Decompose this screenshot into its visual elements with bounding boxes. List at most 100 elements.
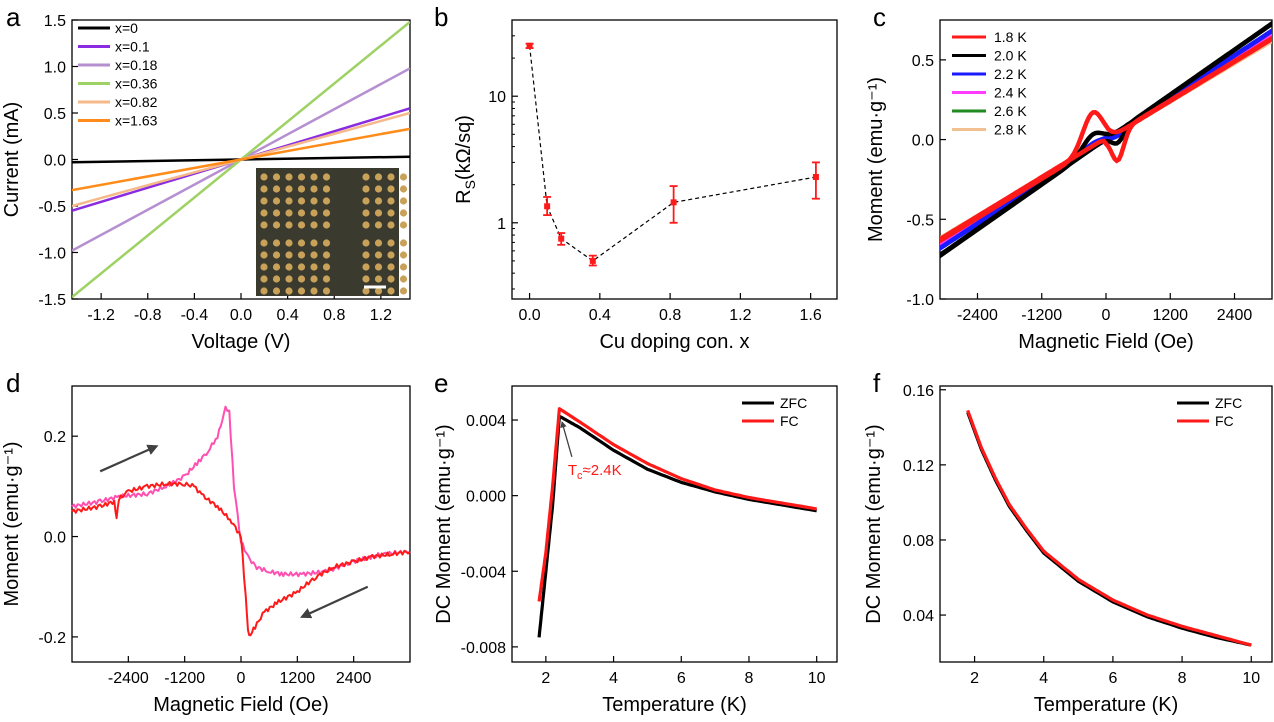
inset-pad: [310, 239, 318, 247]
y-tick-label: 0.5: [912, 53, 934, 70]
inset-pad: [285, 173, 293, 181]
legend-label: 2.6 K: [994, 103, 1027, 119]
y-tick-label: 0.2: [44, 429, 66, 446]
inset-pad: [260, 239, 268, 247]
inset-pad: [260, 209, 268, 217]
inset-pad: [362, 197, 370, 205]
y-label-rest: (kΩ/sq): [453, 115, 475, 180]
sweep-arrow: [300, 585, 369, 619]
inset-pad: [260, 173, 268, 181]
inset-pad: [374, 221, 383, 229]
x-tick-label: 0.4: [276, 307, 298, 324]
sweep-arrow: [99, 444, 159, 473]
inset-pad: [297, 287, 306, 295]
x-tick-label: -2400: [957, 307, 998, 324]
inset-pad: [285, 185, 293, 193]
x-tick-label: 4: [609, 670, 618, 687]
y-tick-label: 1: [497, 216, 506, 233]
panel-label-e: e: [434, 368, 448, 398]
inset-pad: [399, 185, 408, 193]
inset-pad: [399, 251, 408, 259]
tc-rest: ≈2.4K: [583, 462, 622, 479]
curve-sweep-down: [940, 35, 1272, 242]
moment-curve-FC: [537, 407, 817, 602]
hysteresis-curve: [71, 405, 411, 578]
inset-pad: [297, 173, 306, 181]
y-tick-label: 0.004: [466, 413, 506, 430]
data-point: [558, 235, 565, 242]
inset-pad: [322, 221, 331, 229]
x-tick-label: -2400: [108, 670, 149, 687]
inset-pad: [322, 173, 331, 181]
inset-pad: [399, 275, 408, 283]
inset-pad: [374, 287, 383, 295]
moment-curve-FC: [966, 409, 1252, 647]
y-axis-label: Moment (emu·g⁻¹): [1, 441, 23, 606]
inset-pad: [362, 287, 370, 295]
inset-pad: [322, 275, 331, 283]
legend-label: x=1.63: [115, 113, 158, 129]
inset-pad: [322, 251, 331, 259]
inset-pad: [399, 209, 408, 217]
x-tick-label: -1200: [1021, 307, 1062, 324]
inset-pad: [362, 185, 370, 193]
inset-pad: [399, 287, 408, 295]
y-axis-label: Current (mA): [1, 102, 23, 218]
inset-pad: [322, 209, 331, 217]
data-point: [812, 174, 819, 181]
inset-pad: [374, 185, 383, 193]
inset-pad: [285, 197, 293, 205]
axes-e: 2 4 6 8 10 -0.008 -0.004 0.000 0.004 Temperature …: [433, 385, 838, 716]
y-tick-label: -1.0: [906, 292, 934, 309]
charts-layer: -1.2 -0.8 -0.4 0.0 0.4 0.8 1.2-1.5-1.0-0.50.00…: [1, 13, 1273, 716]
y-tick-label: 0.08: [903, 533, 934, 550]
x-axis-label: Temperature (K): [602, 694, 747, 716]
x-tick-label: 6: [1108, 670, 1117, 687]
tc-arrow: [560, 420, 573, 458]
inset-pad: [260, 287, 268, 295]
x-tick-label: 10: [1242, 670, 1260, 687]
legend-label: 2.8 K: [994, 122, 1027, 138]
inset-pad: [322, 185, 331, 193]
legend-label: x=0.1: [115, 39, 150, 55]
legend-label: FC: [1215, 413, 1234, 429]
y-tick-label: -0.008: [461, 640, 506, 657]
x-tick-label: 2: [541, 670, 550, 687]
inset-pad: [310, 275, 318, 283]
plot-frame: [511, 385, 838, 663]
y-axis-label: DC Moment (emu·g⁻¹): [433, 424, 455, 623]
inset-pad: [260, 221, 268, 229]
inset-pad: [285, 221, 293, 229]
inset-pad: [362, 263, 370, 271]
x-tick-label: 0: [1102, 307, 1111, 324]
hysteresis-curve: [71, 480, 411, 637]
legend-label: ZFC: [780, 395, 807, 411]
x-tick-label: 0.8: [323, 307, 345, 324]
tc-sub: c: [577, 470, 583, 482]
inset-pad: [297, 275, 306, 283]
x-axis-label: Cu doping con. x: [599, 331, 749, 353]
inset-pad: [272, 263, 281, 271]
legend-label: ZFC: [1215, 395, 1242, 411]
y-tick-label: 10: [488, 89, 506, 106]
legend-label: 2.4 K: [994, 85, 1027, 101]
x-tick-label: 1.2: [370, 307, 392, 324]
y-tick-label: 0.0: [44, 153, 66, 170]
inset-pad: [387, 251, 395, 259]
inset-pad: [272, 221, 281, 229]
inset-pad: [272, 239, 281, 247]
y-axis-label: RS(kΩ/sq): [453, 115, 478, 204]
y-tick-label: 0.5: [44, 106, 66, 123]
inset-pad: [387, 209, 395, 217]
inset-pad: [322, 287, 331, 295]
x-tick-label: 0.0: [518, 307, 540, 324]
inset-pad: [322, 197, 331, 205]
panel-label-a: a: [6, 2, 21, 32]
inset-pad: [387, 287, 395, 295]
legend-label: x=0.36: [115, 76, 158, 92]
inset-pad: [362, 239, 370, 247]
moment-curve-ZFC: [537, 414, 817, 638]
inset-pad: [362, 221, 370, 229]
inset-pad: [310, 251, 318, 259]
inset-pad: [285, 209, 293, 217]
